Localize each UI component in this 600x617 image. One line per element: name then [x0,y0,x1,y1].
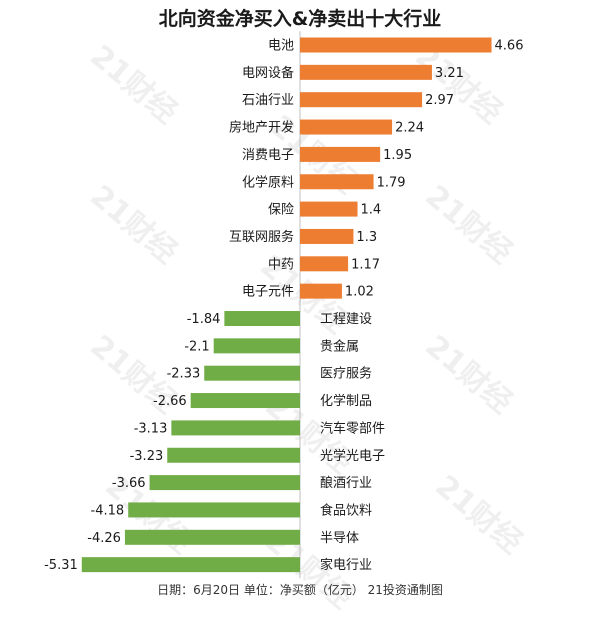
value-label: -3.13 [134,421,168,436]
bar [300,228,354,244]
value-label: -2.33 [167,367,201,382]
category-label: 酿酒行业 [320,475,372,491]
value-label: 3.21 [435,66,464,81]
value-label: -2.66 [153,394,187,409]
value-label: -4.26 [87,531,121,546]
value-label: 1.95 [383,148,412,163]
chart-title: 北向资金净买入&净卖出十大行业 [158,8,442,30]
category-label: 保险 [268,203,294,218]
value-label: 1.79 [377,175,406,190]
value-label: -2.1 [184,339,209,354]
category-label: 贵金属 [320,338,359,354]
bar [124,529,300,545]
category-label: 工程建设 [320,312,372,327]
category-label: 半导体 [320,531,359,546]
category-label: 石油行业 [242,93,294,108]
category-label: 化学制品 [320,393,372,409]
value-label: 1.3 [356,230,377,245]
category-label: 中药 [268,257,294,272]
chart-footer: 日期：6月20日 单位：净买额（亿元） 21投资通制图 [157,583,443,597]
value-label: 2.97 [425,93,454,108]
bar [300,146,381,162]
value-label: -3.66 [112,476,146,491]
category-label: 互联网服务 [229,229,294,245]
bar [224,311,300,326]
value-label: -5.31 [44,558,78,573]
value-label: 1.02 [345,285,374,300]
category-label: 医疗服务 [320,366,372,382]
category-label: 电池 [268,39,294,54]
category-label: 电网设备 [242,65,294,81]
bar [213,338,300,354]
bar [81,557,300,573]
value-label: 1.17 [351,257,380,272]
bar [300,37,492,53]
bar [149,475,300,491]
bar [300,283,342,299]
value-label: 1.4 [361,203,382,218]
bar [171,420,300,436]
bar [167,447,300,463]
category-label: 家电行业 [320,557,372,573]
bar [300,92,423,108]
value-label: -3.23 [130,449,164,464]
category-label: 消费电子 [242,148,294,163]
category-label: 食品饮料 [320,502,372,518]
category-label: 化学原料 [242,174,294,190]
value-label: 4.66 [495,39,524,54]
bar [190,393,300,409]
bar [128,502,300,518]
bar [204,365,300,381]
bar [300,201,358,217]
category-label: 电子元件 [242,285,294,300]
category-label: 汽车零部件 [320,420,385,436]
bar [300,64,432,80]
bar [300,119,393,135]
value-label: -1.84 [187,312,221,327]
value-label: -4.18 [91,503,125,518]
bar-chart: 电池 4.66 电网设备 3.21 石油行业 2.97 房地产开发 2.24 消费电子 1.95 化… [44,31,524,579]
value-label: 2.24 [395,121,424,136]
bar [300,174,374,190]
bar [300,256,349,272]
category-label: 房地产开发 [229,120,294,136]
category-label: 光学光电子 [320,448,385,464]
